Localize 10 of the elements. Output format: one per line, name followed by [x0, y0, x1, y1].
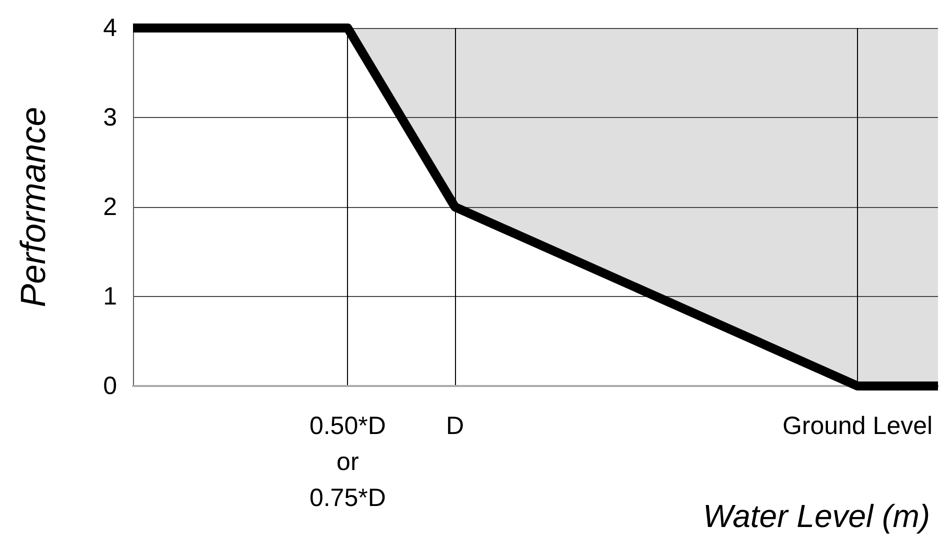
x-tick-label: Ground Level [782, 412, 933, 440]
y-tick-label: 0 [103, 372, 117, 400]
x-tick-label: D [446, 412, 464, 440]
x-axis-title: Water Level (m) [702, 498, 930, 534]
y-tick-label: 4 [103, 14, 118, 42]
y-tick-label: 2 [103, 193, 117, 221]
x-tick-label: 0.50*D or 0.75*D [309, 412, 386, 512]
y-tick-label: 3 [103, 104, 117, 132]
y-tick-label: 1 [103, 282, 117, 310]
y-axis-title: Performance [14, 106, 53, 308]
